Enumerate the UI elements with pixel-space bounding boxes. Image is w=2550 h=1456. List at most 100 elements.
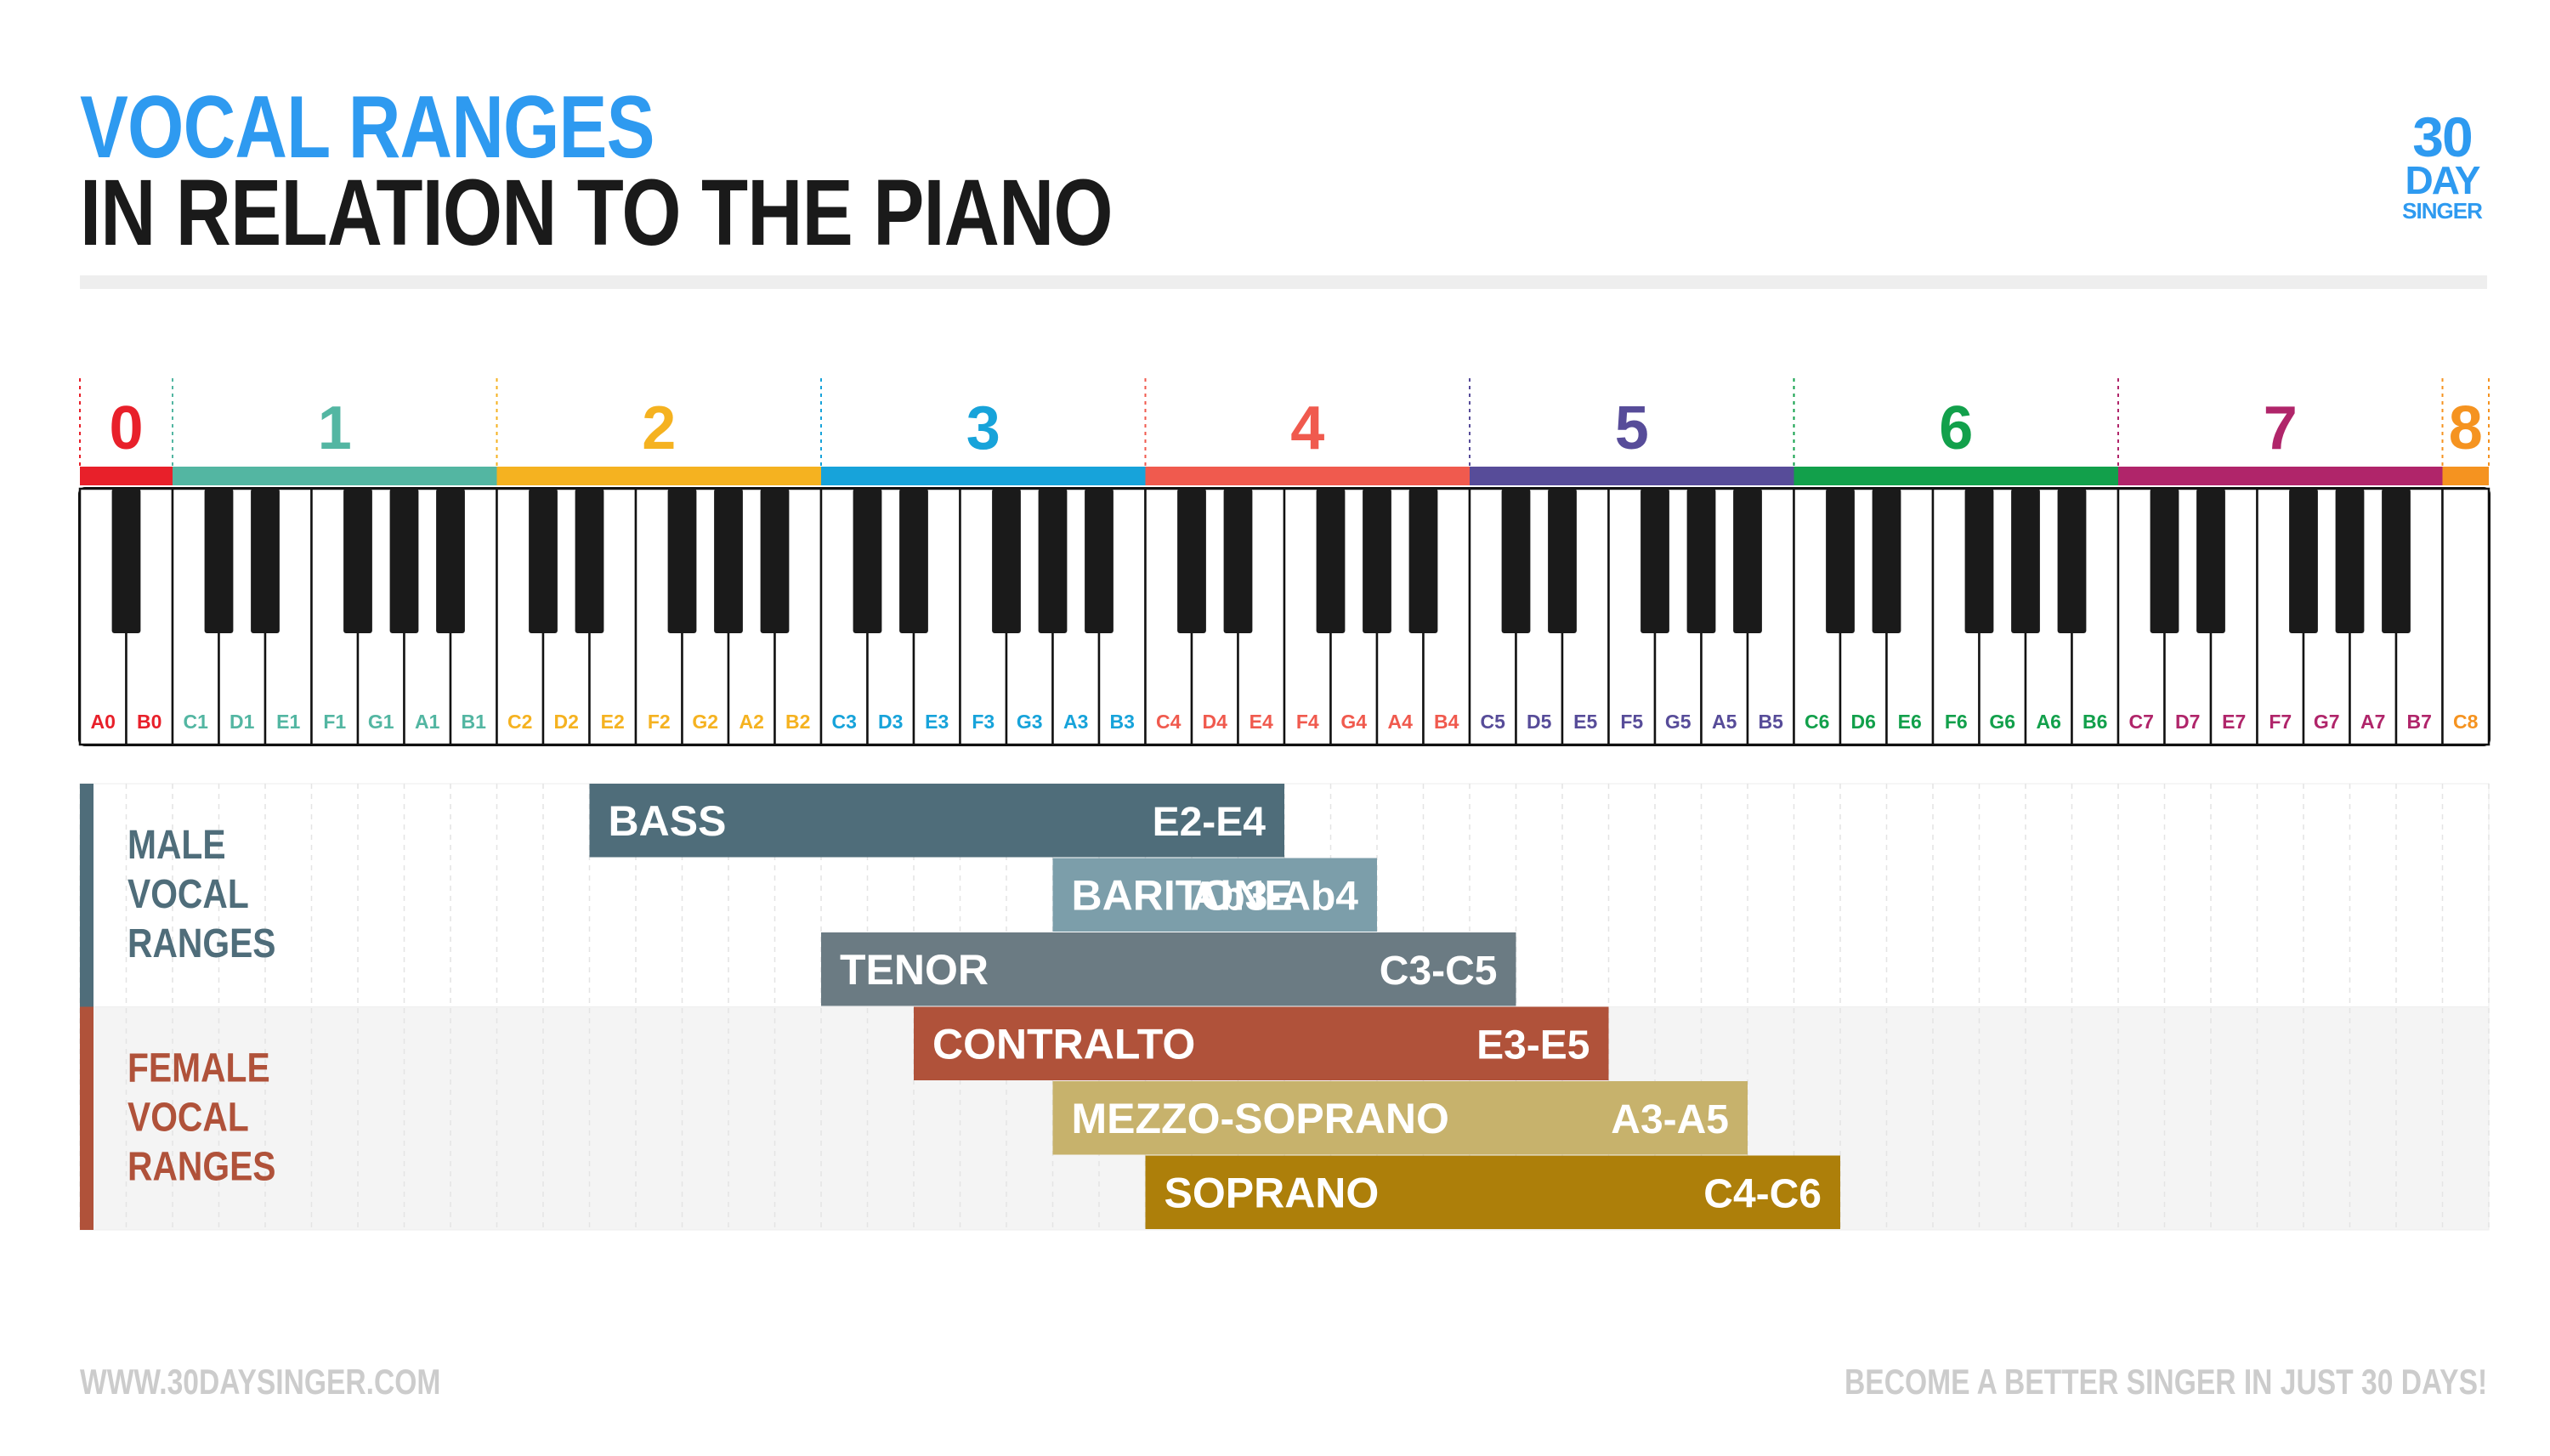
white-key-c8	[2441, 487, 2490, 746]
key-label-c2: C2	[507, 711, 532, 733]
key-label-g7: G7	[2314, 711, 2340, 733]
black-key	[760, 489, 790, 633]
range-bar-mezzo-soprano	[1052, 1081, 1748, 1155]
key-label-c6: C6	[1805, 711, 1829, 733]
key-label-d2: D2	[554, 711, 579, 733]
key-label-a1: A1	[415, 711, 440, 733]
key-label-e1: E1	[276, 711, 300, 733]
black-key	[2382, 489, 2411, 633]
key-label-b4: B4	[1434, 711, 1459, 733]
octave-bar-8	[2442, 467, 2489, 485]
range-name-mezzo-soprano: MEZZO-SOPRANO	[1072, 1095, 1449, 1142]
key-label-b2: B2	[785, 711, 810, 733]
key-label-b1: B1	[462, 711, 487, 733]
title-line-2: IN RELATION TO THE PIANO	[80, 161, 1114, 265]
range-bar-soprano	[1145, 1155, 1840, 1229]
key-label-g1: G1	[368, 711, 394, 733]
group-label-male-vocal-ranges-line: MALE	[128, 823, 226, 868]
range-bar-tenor	[821, 932, 1516, 1006]
black-key	[714, 489, 743, 633]
key-label-c7: C7	[2129, 711, 2154, 733]
logo-line-3: SINGER	[2402, 198, 2483, 224]
octave-number-2: 2	[642, 394, 676, 462]
black-key	[899, 489, 928, 633]
black-key	[1964, 489, 1994, 633]
octave-number-0: 0	[109, 394, 143, 462]
key-label-g6: G6	[1989, 711, 2015, 733]
black-key	[1733, 489, 1762, 633]
range-name-contralto: CONTRALTO	[932, 1020, 1195, 1068]
footer-tagline: BECOME A BETTER SINGER IN JUST 30 DAYS!	[1844, 1362, 2487, 1402]
key-label-a6: A6	[2037, 711, 2061, 733]
black-key	[204, 489, 234, 633]
black-key	[1826, 489, 1855, 633]
black-key	[343, 489, 372, 633]
key-label-a4: A4	[1388, 711, 1414, 733]
key-label-a3: A3	[1063, 711, 1088, 733]
black-key	[1501, 489, 1531, 633]
black-key	[1038, 489, 1068, 633]
octave-number-4: 4	[1290, 394, 1324, 462]
black-key	[1686, 489, 1716, 633]
range-notes-mezzo-soprano: A3-A5	[1611, 1097, 1729, 1142]
key-label-d1: D1	[230, 711, 255, 733]
key-label-e7: E7	[2222, 711, 2246, 733]
octave-bar-3	[821, 467, 1146, 485]
group-label-female-vocal-ranges-line: FEMALE	[128, 1045, 270, 1091]
key-label-c4: C4	[1156, 711, 1182, 733]
key-label-b0: B0	[137, 711, 162, 733]
key-label-b5: B5	[1759, 711, 1784, 733]
group-label-male-vocal-ranges-line: VOCAL	[128, 872, 249, 917]
black-key	[1548, 489, 1577, 633]
key-label-d5: D5	[1527, 711, 1552, 733]
black-key	[853, 489, 882, 633]
black-key	[1363, 489, 1391, 633]
key-label-f4: F4	[1296, 711, 1319, 733]
title-line-1: VOCAL RANGES	[80, 78, 654, 177]
key-label-e6: E6	[1898, 711, 1922, 733]
black-key	[436, 489, 465, 633]
black-key	[667, 489, 697, 633]
key-label-b6: B6	[2082, 711, 2107, 733]
key-label-e4: E4	[1250, 711, 1273, 733]
group-label-male-vocal-ranges-line: RANGES	[128, 921, 276, 966]
key-label-d6: D6	[1851, 711, 1876, 733]
key-label-f2: F2	[648, 711, 671, 733]
key-label-b3: B3	[1110, 711, 1135, 733]
black-key	[1640, 489, 1669, 633]
range-name-soprano: SOPRANO	[1164, 1169, 1380, 1216]
key-label-c3: C3	[832, 711, 857, 733]
black-key	[575, 489, 604, 633]
octave-bar-1	[173, 467, 497, 485]
black-key	[1223, 489, 1253, 633]
key-label-b7: B7	[2407, 711, 2432, 733]
key-label-c5: C5	[1481, 711, 1506, 733]
key-label-a7: A7	[2360, 711, 2385, 733]
footer-website: WWW.30DAYSINGER.COM	[80, 1362, 441, 1402]
key-label-a5: A5	[1712, 711, 1737, 733]
black-key	[389, 489, 419, 633]
key-label-g3: G3	[1017, 711, 1043, 733]
black-key	[111, 489, 141, 633]
octave-bar-0	[80, 467, 173, 485]
key-label-f3: F3	[972, 711, 994, 733]
key-label-f1: F1	[323, 711, 346, 733]
key-label-g2: G2	[692, 711, 718, 733]
group-label-female-vocal-ranges-line: RANGES	[128, 1144, 276, 1189]
key-label-f7: F7	[2269, 711, 2292, 733]
key-label-e2: E2	[601, 711, 625, 733]
key-label-a2: A2	[740, 711, 764, 733]
brand-logo: 30 DAY SINGER	[2395, 109, 2489, 224]
group-accent-female-vocal-ranges	[80, 1006, 94, 1230]
range-bar-contralto	[914, 1006, 1609, 1080]
range-notes-baritone: Ab3-Ab4	[1191, 874, 1359, 919]
black-key	[2335, 489, 2365, 633]
key-label-g5: G5	[1665, 711, 1692, 733]
octave-bar-7	[2118, 467, 2443, 485]
octave-number-8: 8	[2449, 394, 2483, 462]
key-label-e3: E3	[925, 711, 949, 733]
range-name-tenor: TENOR	[840, 946, 989, 994]
key-label-d7: D7	[2175, 711, 2200, 733]
range-bar-bass	[589, 784, 1284, 858]
